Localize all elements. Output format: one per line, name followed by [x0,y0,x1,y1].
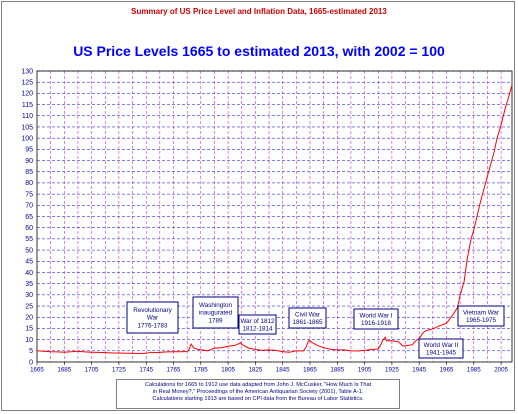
source-note: Calculations for 1665 to 1912 use data a… [116,379,400,409]
annotation-frame [353,308,399,330]
x-tick-label: 1865 [303,367,317,374]
y-tick-label: 60 [25,225,33,232]
y-tick-label: 105 [21,124,33,131]
y-tick-label: 10 [25,337,33,344]
x-tick-label: 1805 [221,367,235,374]
annotation-frame [126,301,179,334]
y-tick-label: 80 [25,180,33,187]
y-tick-label: 115 [22,102,33,109]
annotation-frame [238,314,277,335]
y-tick-label: 20 [25,315,33,322]
y-tick-label: 70 [25,203,33,210]
y-tick-label: 5 [29,348,33,355]
annotation-text: Vietnam War [463,309,499,316]
annotation-text: 1916-1918 [361,320,392,327]
source-note-line-3: Calculations starting 1913 are based on … [152,395,364,402]
y-tick-label: 15 [25,326,33,333]
x-tick-label: 1725 [112,367,126,374]
x-tick-label: 2005 [494,367,508,374]
x-tick-label: 1905 [358,367,372,374]
series-layer [36,84,513,355]
x-tick-label: 1825 [249,367,263,374]
y-tick-label: 0 [29,359,33,366]
x-tick-label: 1925 [385,367,399,374]
y-tick-label: 40 [25,270,33,277]
price-level-line [36,84,513,355]
annotation-text: 1789 [208,317,223,324]
x-tick-label: 1985 [467,367,481,374]
y-tick-label: 65 [25,214,33,221]
annotation-text: Revolutionary [133,307,172,314]
annotation-frame [192,296,239,329]
x-tick-label: 1845 [276,367,290,374]
annotation-text: Washington [199,302,233,309]
annotation-text: World War II [424,342,459,349]
y-tick-label: 90 [25,158,33,165]
annotation-text: inaugurated [199,310,233,317]
page-title: Summary of US Price Level and Inflation … [131,7,387,16]
y-tick-label: 85 [25,169,33,176]
y-tick-label: 35 [25,281,33,288]
source-note-line-1: Calculations for 1665 to 1912 use data a… [144,382,372,388]
annotation-frame [457,305,505,327]
y-tick-label: 100 [21,135,33,142]
chart-title: US Price Levels 1665 to estimated 2013, … [73,43,445,59]
y-tick-label: 125 [21,79,33,86]
x-tick-label: 1705 [85,367,99,374]
annotation-text: War [147,315,158,322]
y-tick-label: 95 [25,147,33,154]
annotation-text: 1941-1945 [426,350,457,357]
axes: 0 5 10 15 20 25 30 35 40 45 50 55 60 65 70 75 80 85 90 95 10… [21,68,513,374]
annotation-frame [418,338,464,359]
plot-border [36,70,513,363]
x-tick-label: 1685 [57,367,71,374]
y-tick-label: 50 [25,247,33,254]
x-tick-label: 1665 [30,367,44,374]
annotation-text: 1965-1975 [466,317,497,324]
annotation-text: 1861-1865 [292,319,323,326]
y-tick-label: 75 [25,191,33,198]
y-tick-label: 130 [21,68,33,75]
y-tick-label: 45 [25,259,33,266]
y-tick-label: 30 [25,292,33,299]
annotation-text: World War I [360,312,393,319]
x-tick-label: 1965 [440,367,454,374]
x-tick-label: 1945 [412,367,426,374]
y-tick-label: 25 [25,303,33,310]
y-tick-label: 55 [25,236,33,243]
x-tick-label: 1765 [167,367,181,374]
annotation-text: War of 1812 [240,318,275,325]
x-tick-label: 1885 [330,367,344,374]
y-tick-label: 110 [22,113,33,120]
y-tick-label: 120 [21,91,33,98]
source-note-line-2: in Real Money?," Proceedings of the Amer… [152,388,364,395]
annotation-text: 1812-1814 [242,326,273,333]
annotation-frame [288,307,327,329]
x-tick-label: 1785 [194,367,208,374]
x-tick-label: 1745 [139,367,153,374]
annotation-text: Civil War [295,311,320,318]
annotation-text: 1776-1783 [137,322,168,329]
